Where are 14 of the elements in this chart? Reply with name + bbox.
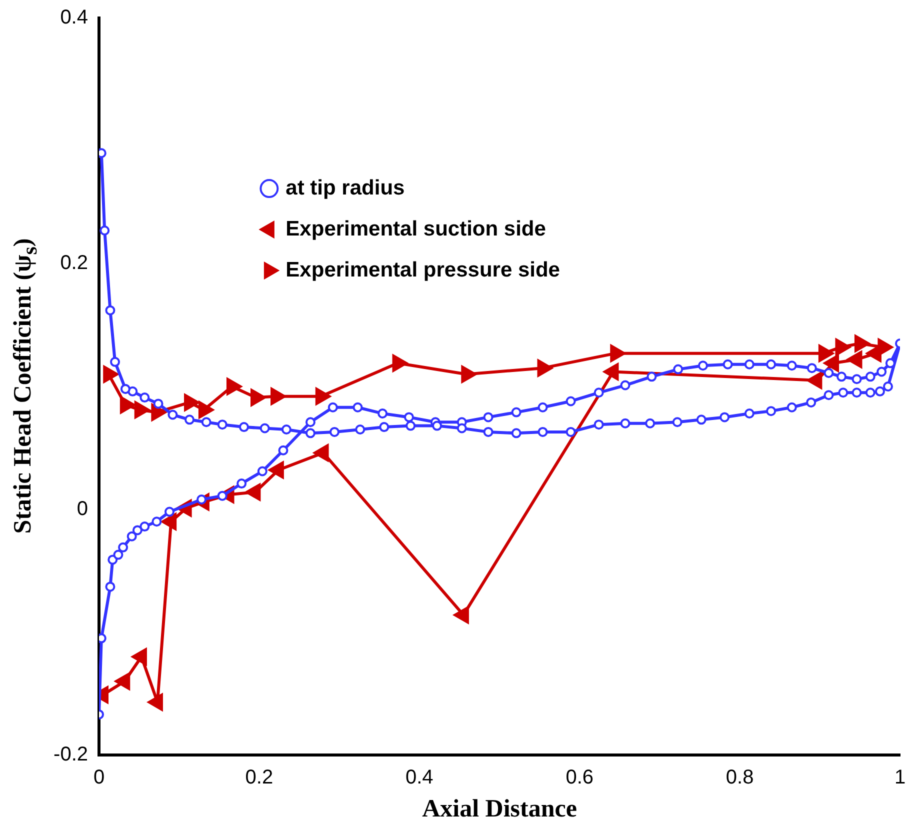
x-tick-label: 0 [93, 766, 105, 789]
y-tick-label: 0 [76, 498, 88, 520]
y-tick-label: -0.2 [54, 744, 88, 766]
x-tick-label: 0.6 [566, 766, 594, 789]
x-tick-label: 0.2 [245, 766, 274, 789]
x-tick-label: 0.8 [726, 766, 754, 789]
x-tick-label: 1 [894, 766, 906, 789]
x-tick-label: 0.4 [405, 766, 434, 789]
y-tick-label: 0.4 [60, 6, 88, 29]
legend-label: Experimental pressure side [286, 258, 560, 282]
legend-label: at tip radius [286, 176, 405, 200]
legend-label: Experimental suction side [286, 217, 546, 240]
y-tick-label: 0.2 [60, 252, 88, 274]
x-axis-title: Axial Distance [422, 795, 577, 822]
